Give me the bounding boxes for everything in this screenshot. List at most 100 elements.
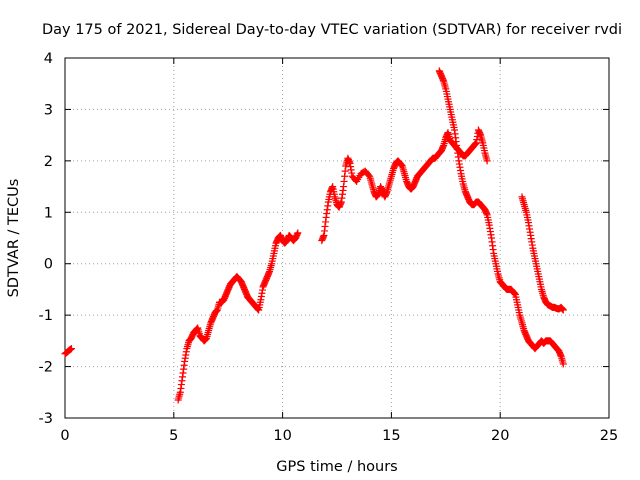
data-point <box>387 174 395 182</box>
plot-frame <box>64 57 610 419</box>
grid-lines <box>65 58 609 418</box>
data-point <box>322 218 330 226</box>
data-point <box>402 176 410 183</box>
x-tick-labels: 0 5 10 15 20 25 <box>60 428 618 444</box>
data-point <box>441 136 449 144</box>
chart-title: Day 175 of 2021, Sidereal Day-to-day VTE… <box>42 22 622 38</box>
data-point <box>383 189 391 197</box>
data-point <box>293 230 301 238</box>
y-tick-label: 4 <box>44 51 53 67</box>
y-tick-label: 1 <box>44 205 53 221</box>
data-point <box>258 286 266 294</box>
y-tick-label: -3 <box>39 411 53 427</box>
data-point <box>513 298 521 306</box>
data-point <box>443 93 451 101</box>
data-point <box>487 231 495 239</box>
data-point <box>439 143 447 151</box>
data-point <box>489 246 497 254</box>
y-tick-label: 3 <box>44 102 53 118</box>
data-point <box>533 262 541 270</box>
data-point <box>456 167 464 174</box>
data-point <box>557 351 565 359</box>
axis-ticks <box>64 57 610 419</box>
data-point <box>330 190 338 198</box>
data-point <box>450 123 458 131</box>
y-tick-label: 2 <box>44 154 53 170</box>
data-point <box>476 130 484 138</box>
y-tick-label: 0 <box>44 257 53 273</box>
data-point <box>524 216 532 224</box>
data-point <box>515 309 523 317</box>
y-tick-labels: -3 -2 -1 0 1 2 3 4 <box>39 51 53 427</box>
data-point <box>193 325 201 333</box>
data-point <box>367 178 375 186</box>
data-point <box>265 269 273 277</box>
data-point <box>559 305 567 313</box>
x-tick-label: 25 <box>600 428 618 444</box>
x-tick-label: 20 <box>491 428 509 444</box>
data-point <box>483 210 491 218</box>
x-tick-label: 10 <box>273 428 291 444</box>
data-point <box>176 390 184 398</box>
data-point <box>517 317 525 325</box>
data-point <box>346 158 354 166</box>
data-point <box>520 199 528 207</box>
data-point <box>446 103 454 111</box>
data-point <box>439 76 447 84</box>
data-point <box>269 252 277 260</box>
data-point <box>363 170 371 178</box>
data-point <box>528 241 536 249</box>
data-point <box>441 83 449 91</box>
data-point <box>339 186 347 194</box>
data-point <box>337 199 345 207</box>
data-point <box>472 140 480 147</box>
data-point <box>459 177 467 185</box>
x-tick-label: 0 <box>60 428 69 444</box>
data-point <box>535 273 543 281</box>
data-point <box>539 291 547 299</box>
data-point <box>206 321 214 329</box>
data-point <box>480 147 488 155</box>
data-point <box>348 169 356 177</box>
data-markers <box>61 67 567 404</box>
data-point <box>256 298 264 306</box>
data-point <box>180 361 188 369</box>
data-point <box>520 325 528 333</box>
data-point <box>559 358 567 366</box>
y-axis-label: SDTVAR / TECUs <box>6 179 22 298</box>
data-point <box>526 228 534 236</box>
x-tick-label: 5 <box>169 428 178 444</box>
data-point <box>400 168 408 176</box>
data-point <box>454 153 462 161</box>
data-point <box>365 171 373 179</box>
data-point <box>452 138 460 146</box>
data-point <box>485 219 493 227</box>
data-point <box>511 290 519 298</box>
data-point <box>324 202 332 210</box>
data-point <box>182 348 190 356</box>
data-point <box>272 242 280 250</box>
data-point <box>461 186 469 194</box>
y-tick-label: -2 <box>39 360 53 376</box>
data-point <box>389 167 397 174</box>
data-point <box>522 206 530 214</box>
x-tick-label: 15 <box>382 428 400 444</box>
data-point <box>369 186 377 194</box>
x-axis-label: GPS time / hours <box>276 459 397 475</box>
y-tick-label: -1 <box>39 308 53 324</box>
data-point <box>491 257 499 265</box>
data-point <box>67 345 75 353</box>
data-point <box>537 283 545 291</box>
data-point <box>267 262 275 270</box>
data-point <box>483 155 491 163</box>
data-point <box>328 184 336 192</box>
data-point <box>530 252 538 260</box>
data-point <box>341 167 349 175</box>
data-point <box>385 182 393 190</box>
data-point <box>178 377 186 385</box>
data-point <box>350 175 358 183</box>
data-point <box>204 329 212 336</box>
data-point <box>448 113 456 121</box>
data-point <box>493 267 501 275</box>
